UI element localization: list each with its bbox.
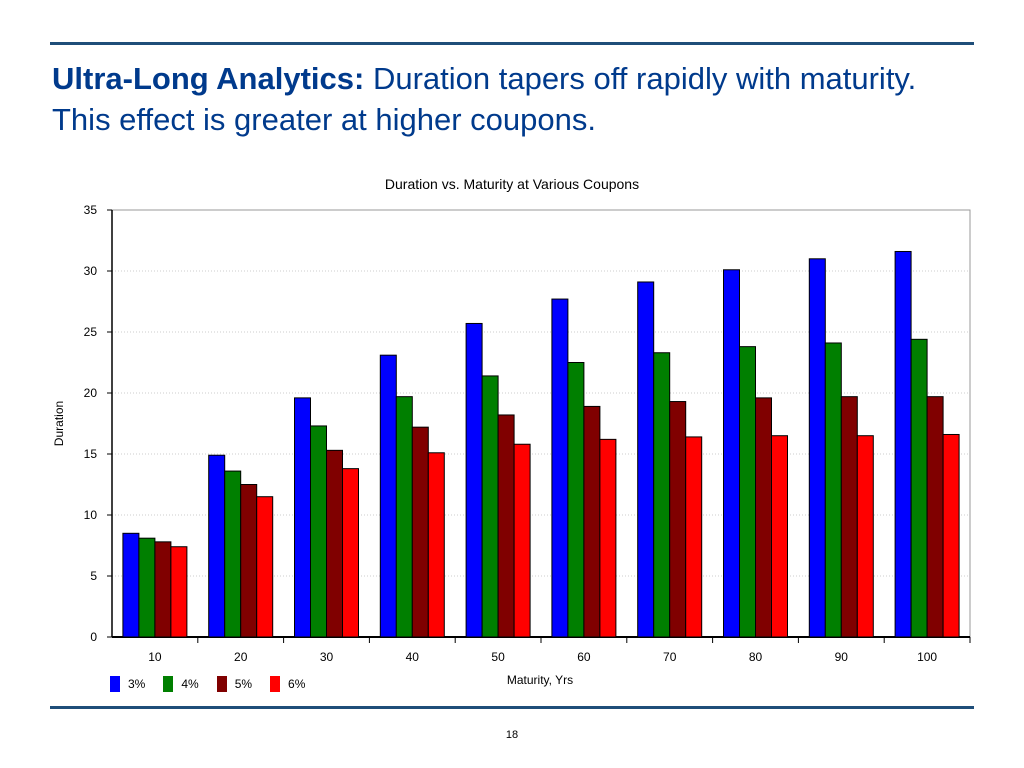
legend-swatch — [270, 676, 281, 692]
bar — [739, 346, 756, 638]
slide-title-lead: Ultra-Long Analytics: — [52, 61, 365, 96]
bar — [224, 470, 242, 638]
x-tick-label: 10 — [148, 650, 162, 664]
x-tick-label: 100 — [917, 650, 937, 664]
bar — [326, 449, 343, 638]
bar — [653, 352, 671, 638]
bar — [240, 484, 258, 638]
bar — [755, 397, 772, 638]
legend-swatch — [216, 676, 227, 692]
x-tick-label: 60 — [577, 650, 591, 664]
x-tick-label: 50 — [491, 650, 505, 664]
slide-title-body: Duration tapers off rapidly with maturit… — [52, 61, 917, 137]
legend-label: 5% — [234, 677, 253, 691]
y-tick-label: 15 — [84, 447, 98, 461]
y-tick-label: 0 — [90, 630, 97, 644]
x-tick-label: 30 — [320, 650, 334, 664]
bar — [771, 435, 788, 638]
bottom-rule — [50, 706, 974, 709]
bar — [856, 435, 874, 638]
slide-title: Ultra-Long Analytics: Duration tapers of… — [52, 58, 972, 140]
bar — [637, 281, 655, 638]
bar — [342, 468, 359, 638]
legend-item: 6% — [270, 676, 305, 692]
legend-item: 3% — [110, 676, 145, 692]
legend-label: 6% — [288, 677, 306, 691]
bar — [669, 401, 687, 638]
bar — [465, 322, 483, 638]
bar — [910, 338, 928, 638]
bar — [567, 362, 585, 638]
bar — [583, 405, 601, 638]
y-tick-label: 10 — [84, 508, 98, 522]
bar — [411, 426, 429, 638]
x-tick-label: 70 — [663, 650, 677, 664]
bar — [808, 258, 826, 638]
y-tick-label: 20 — [84, 386, 98, 400]
y-tick-label: 5 — [90, 569, 97, 583]
x-axis-label: Maturity, Yrs — [507, 673, 573, 687]
y-tick-label: 35 — [84, 203, 98, 217]
bar — [840, 396, 858, 638]
bar — [513, 443, 531, 638]
y-axis-label: Duration — [52, 401, 66, 446]
bar — [723, 269, 740, 638]
bar — [170, 546, 188, 638]
bar — [427, 452, 445, 638]
x-tick-label: 90 — [835, 650, 849, 664]
chart-title: Duration vs. Maturity at Various Coupons — [384, 176, 640, 192]
bar — [497, 414, 515, 638]
bar — [824, 342, 842, 638]
bar — [481, 375, 499, 638]
bar — [599, 438, 617, 638]
x-tick-label: 20 — [234, 650, 248, 664]
legend-swatch — [163, 676, 174, 692]
bar — [926, 396, 944, 638]
bar — [395, 396, 413, 638]
y-tick-label: 25 — [84, 325, 98, 339]
bar — [154, 541, 172, 638]
x-tick-label: 80 — [749, 650, 763, 664]
bar — [685, 436, 703, 638]
bar — [256, 496, 274, 638]
page-number: 18 — [505, 729, 519, 741]
legend-label: 3% — [128, 677, 146, 691]
legend-label: 4% — [181, 677, 199, 691]
bar — [551, 298, 569, 638]
bar — [122, 532, 140, 638]
bar — [894, 250, 912, 638]
legend-swatch — [110, 676, 120, 692]
legend-item: 4% — [163, 676, 199, 692]
chart-legend: 3% 4% 5% 6% — [110, 676, 305, 692]
bar — [294, 397, 311, 638]
x-tick-label: 40 — [406, 650, 420, 664]
bar — [379, 354, 397, 638]
y-tick-label: 30 — [84, 264, 98, 278]
bar-chart: 0 5 10 15 20 25 30 35 10 20 30 40 50 60 70 80 90 100 Matur… — [52, 203, 971, 687]
bar — [138, 537, 156, 638]
top-rule — [50, 42, 974, 45]
bar — [942, 433, 960, 638]
bar — [310, 425, 327, 638]
legend-item: 5% — [216, 676, 253, 692]
bar — [208, 454, 226, 638]
